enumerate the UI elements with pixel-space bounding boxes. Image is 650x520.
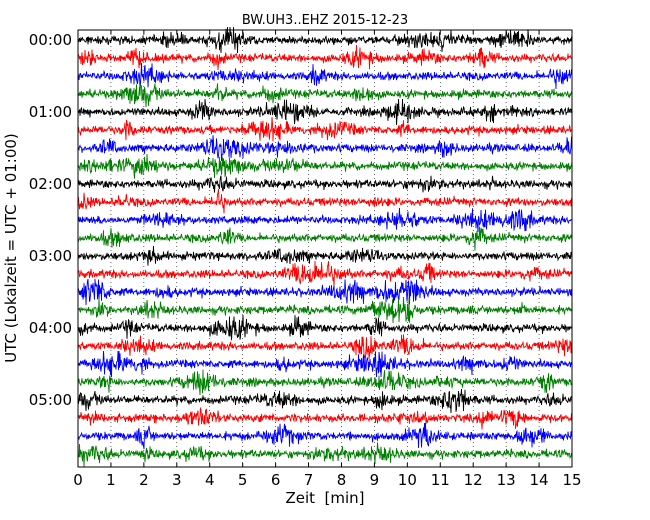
chart-title: BW.UH3..EHZ 2015-12-23 [242,13,408,28]
x-tick-label-7: 7 [304,471,314,489]
x-tick-label-11: 11 [431,471,450,489]
trace-0 [77,26,573,54]
trace-18 [77,350,573,378]
seismogram-traces [77,26,573,468]
x-tick-label-10: 10 [398,471,417,489]
x-tick-label-8: 8 [337,471,347,489]
y-axis-ticks: 00:00 01:00 02:00 03:00 04:00 05:00 [29,31,572,409]
x-tick-label-1: 1 [106,471,116,489]
y-tick-label-0: 00:00 [29,31,72,49]
y-tick-label-2: 02:00 [29,175,72,193]
x-tick-label-4: 4 [205,471,215,489]
trace-20 [77,388,573,414]
x-tick-label-3: 3 [172,471,182,489]
x-axis-label: Zeit [min] [285,489,364,507]
trace-19 [77,369,573,396]
y-tick-label-5: 05:00 [29,391,72,409]
trace-7 [77,154,573,179]
x-tick-label-13: 13 [497,471,516,489]
x-tick-label-5: 5 [238,471,248,489]
trace-13 [77,260,573,288]
x-tick-label-0: 0 [73,471,83,489]
trace-8 [77,175,573,193]
trace-12 [77,245,573,266]
trace-15 [77,296,573,324]
x-tick-label-6: 6 [271,471,281,489]
trace-11 [77,226,573,251]
x-tick-label-15: 15 [562,471,581,489]
trace-23 [77,442,573,468]
y-axis-label: UTC (Lokalzeit = UTC + 01:00) [2,133,20,363]
x-tick-label-14: 14 [530,471,549,489]
x-tick-label-12: 12 [464,471,483,489]
trace-2 [77,62,573,90]
trace-5 [77,116,573,142]
trace-9 [77,188,573,214]
y-tick-label-3: 03:00 [29,247,72,265]
y-tick-label-4: 04:00 [29,319,72,337]
trace-10 [77,207,573,232]
trace-22 [77,422,573,450]
trace-1 [77,44,573,71]
trace-6 [77,135,573,162]
y-tick-label-1: 01:00 [29,103,72,121]
trace-16 [77,314,573,341]
trace-14 [77,278,573,305]
plot-frame [77,29,573,468]
x-axis-ticks: 0 1 2 3 4 5 6 7 8 9 10 11 12 13 14 15 [73,30,582,489]
x-tick-label-2: 2 [139,471,149,489]
x-tick-label-9: 9 [370,471,380,489]
trace-21 [77,406,573,430]
trace-17 [77,334,573,360]
trace-4 [77,98,573,126]
trace-3 [77,83,573,108]
